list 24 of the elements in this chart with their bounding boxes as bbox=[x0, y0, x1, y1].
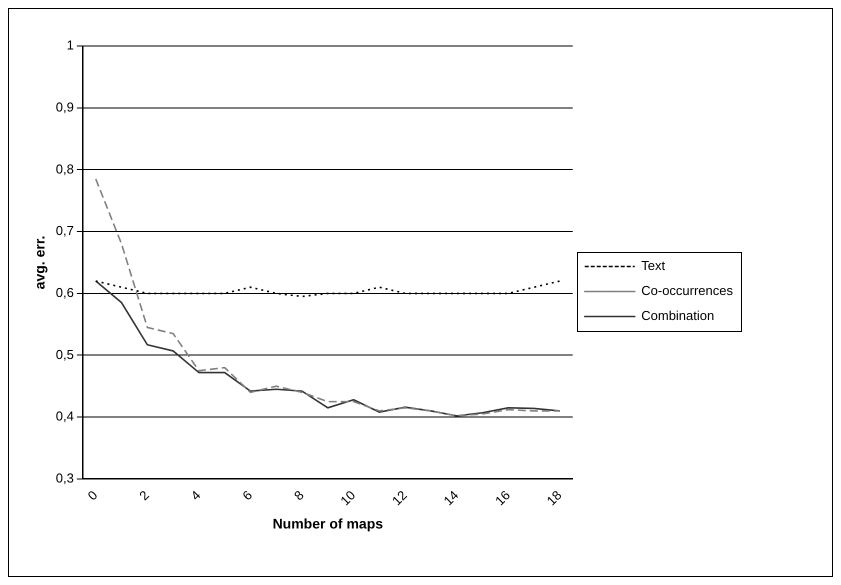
y-tick-label: 0,4 bbox=[56, 408, 74, 424]
y-tick-label: 0,9 bbox=[56, 99, 74, 114]
x-tick-label: 18 bbox=[544, 488, 565, 508]
x-tick-label: 10 bbox=[337, 488, 358, 508]
y-tick-label: 0,3 bbox=[56, 470, 74, 486]
x-tick-label: 4 bbox=[188, 488, 204, 504]
x-axis-title: Number of maps bbox=[272, 515, 384, 532]
x-tick-label: 8 bbox=[290, 488, 307, 504]
y-tick-label: 1 bbox=[66, 38, 74, 53]
x-tick-label: 12 bbox=[388, 488, 410, 508]
legend-label: Co-occurrences bbox=[641, 283, 734, 298]
x-tick-label: 2 bbox=[136, 488, 152, 504]
x-tick-label: 0 bbox=[84, 488, 100, 504]
legend-label: Combination bbox=[641, 308, 714, 324]
x-tick-label: 16 bbox=[492, 488, 513, 508]
y-tick-label: 0,5 bbox=[56, 346, 74, 362]
line-series bbox=[94, 178, 561, 417]
x-tick-label: 6 bbox=[239, 488, 256, 504]
legend-label: Text bbox=[641, 258, 666, 274]
y-tick-label: 0,8 bbox=[56, 161, 74, 176]
y-tick-label: 0,6 bbox=[56, 284, 74, 300]
x-tick-label: 14 bbox=[440, 488, 462, 508]
y-tick-label: 0,7 bbox=[56, 223, 74, 238]
y-axis-title: avg. err. bbox=[31, 236, 48, 290]
